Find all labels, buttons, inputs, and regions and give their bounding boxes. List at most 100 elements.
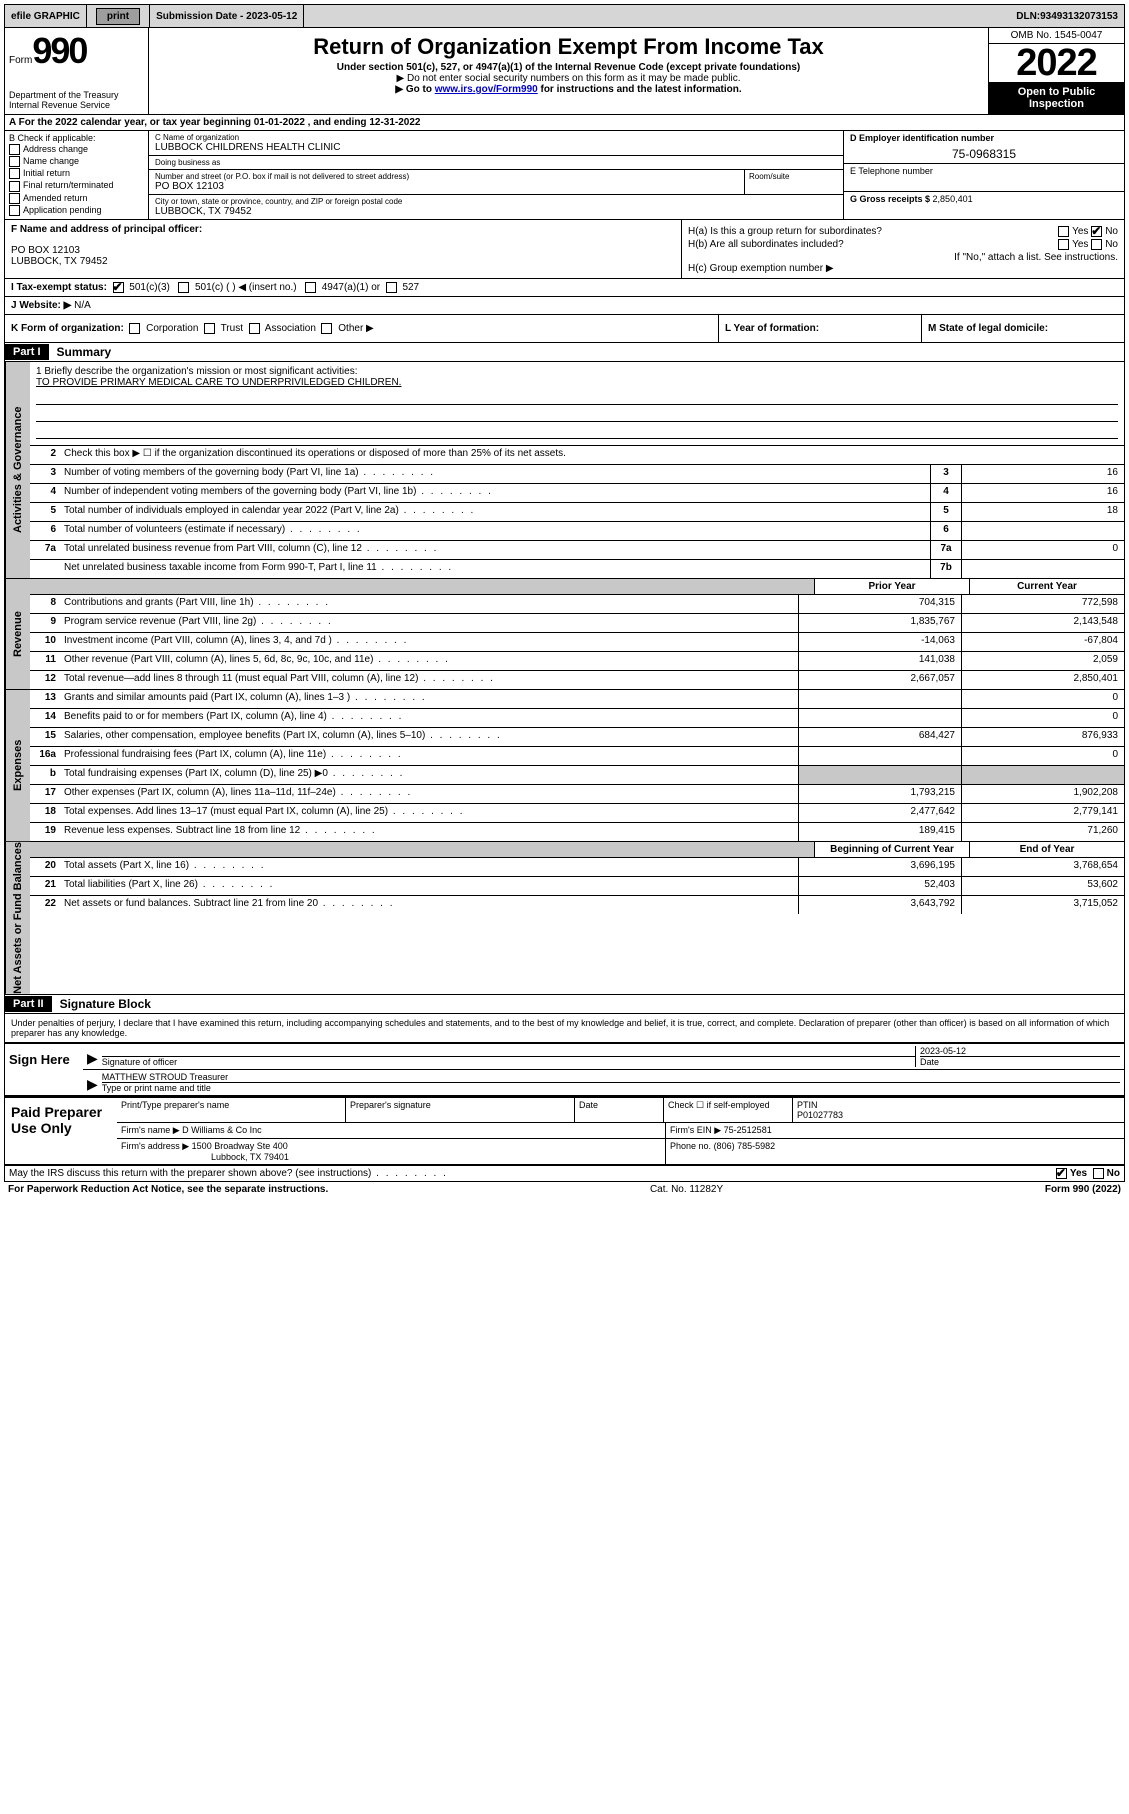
chk-501c[interactable]: [178, 282, 189, 293]
chk-4947[interactable]: [305, 282, 316, 293]
irs-label: Internal Revenue Service: [9, 100, 144, 110]
mission-box: 1 Briefly describe the organization's mi…: [30, 362, 1124, 446]
section-klm: K Form of organization: Corporation Trus…: [4, 315, 1125, 343]
part1-header-row: Part I Summary: [4, 343, 1125, 362]
ein-value: 75-0968315: [850, 147, 1118, 161]
summary-line: 8Contributions and grants (Part VIII, li…: [30, 595, 1124, 614]
phone-value: (806) 785-5982: [714, 1141, 776, 1151]
sign-here-label: Sign Here: [5, 1044, 83, 1095]
chk-501c3[interactable]: [113, 282, 124, 293]
part2-title: Signature Block: [52, 995, 159, 1013]
net-header: Beginning of Current Year End of Year: [30, 842, 1124, 858]
ha-no[interactable]: [1091, 226, 1102, 237]
summary-line: 7aTotal unrelated business revenue from …: [30, 541, 1124, 560]
efile-label: efile GRAPHIC: [5, 5, 87, 27]
col-b-checkboxes: B Check if applicable: Address change Na…: [5, 131, 149, 219]
date-label: Date: [920, 1056, 1120, 1067]
tab-revenue: Revenue: [5, 579, 30, 689]
rev-header: Prior Year Current Year: [30, 579, 1124, 595]
self-emp-check[interactable]: Check ☐ if self-employed: [664, 1098, 793, 1122]
revenue-block: Revenue Prior Year Current Year 8Contrib…: [4, 579, 1125, 690]
hb-no[interactable]: [1091, 239, 1102, 250]
summary-line: 14Benefits paid to or for members (Part …: [30, 709, 1124, 728]
summary-line: 21Total liabilities (Part X, line 26)52,…: [30, 877, 1124, 896]
chk-amended-return[interactable]: Amended return: [9, 193, 144, 204]
mission-label: 1 Briefly describe the organization's mi…: [36, 366, 1118, 377]
summary-line: 13Grants and similar amounts paid (Part …: [30, 690, 1124, 709]
chk-other[interactable]: [321, 323, 332, 334]
chk-name-change[interactable]: Name change: [9, 156, 144, 167]
discuss-no[interactable]: [1093, 1168, 1104, 1179]
preparer-block: Paid Preparer Use Only Print/Type prepar…: [4, 1096, 1125, 1166]
col-f-officer: F Name and address of principal officer:…: [5, 220, 682, 278]
summary-line: 15Salaries, other compensation, employee…: [30, 728, 1124, 747]
section-bcde: B Check if applicable: Address change Na…: [4, 131, 1125, 220]
k-form-of-org: K Form of organization: Corporation Trus…: [5, 315, 719, 342]
col-h-group: H(a) Is this a group return for subordin…: [682, 220, 1124, 278]
top-toolbar: efile GRAPHIC print Submission Date - 20…: [4, 4, 1125, 28]
year-block: OMB No. 1545-0047 2022 Open to Public In…: [988, 28, 1124, 114]
summary-line: 11Other revenue (Part VIII, column (A), …: [30, 652, 1124, 671]
tab-netassets: Net Assets or Fund Balances: [5, 842, 30, 994]
prep-sig-label: Preparer's signature: [346, 1098, 575, 1122]
chk-trust[interactable]: [204, 323, 215, 334]
firm-ein: 75-2512581: [724, 1125, 772, 1135]
firm-name: D Williams & Co Inc: [182, 1125, 262, 1135]
may-discuss-label: May the IRS discuss this return with the…: [9, 1168, 1056, 1179]
form-note-1: ▶ Do not enter social security numbers o…: [153, 73, 984, 84]
officer-label: Type or print name and title: [102, 1082, 1120, 1093]
org-city: LUBBOCK, TX 79452: [155, 206, 837, 217]
chk-application-pending[interactable]: Application pending: [9, 205, 144, 216]
firm-addr2: Lubbock, TX 79401: [121, 1152, 661, 1162]
section-fh: F Name and address of principal officer:…: [4, 220, 1125, 279]
part2-header-row: Part II Signature Block: [4, 995, 1125, 1014]
org-address: PO BOX 12103: [155, 181, 738, 192]
officer-addr2: LUBBOCK, TX 79452: [11, 256, 675, 267]
city-label: City or town, state or province, country…: [155, 197, 837, 206]
b-label: B Check if applicable:: [9, 133, 144, 143]
ptin-value: P01027783: [797, 1110, 843, 1120]
tab-governance: Activities & Governance: [5, 362, 30, 578]
summary-line: Net unrelated business taxable income fr…: [30, 560, 1124, 578]
chk-527[interactable]: [386, 282, 397, 293]
print-button[interactable]: print: [87, 5, 150, 27]
chk-address-change[interactable]: Address change: [9, 144, 144, 155]
summary-line: 19Revenue less expenses. Subtract line 1…: [30, 823, 1124, 841]
summary-line: 5Total number of individuals employed in…: [30, 503, 1124, 522]
chk-corp[interactable]: [129, 323, 140, 334]
dln: DLN: 93493132073153: [1010, 5, 1124, 27]
open-public-badge: Open to Public Inspection: [989, 82, 1124, 114]
summary-line: 22Net assets or fund balances. Subtract …: [30, 896, 1124, 914]
governance-block: Activities & Governance 1 Briefly descri…: [4, 362, 1125, 579]
summary-line: 12Total revenue—add lines 8 through 11 (…: [30, 671, 1124, 689]
hb-yes[interactable]: [1058, 239, 1069, 250]
tax-year: 2022: [989, 44, 1124, 82]
website-value: N/A: [74, 300, 91, 311]
part2-badge: Part II: [5, 996, 52, 1012]
prep-name-label: Print/Type preparer's name: [117, 1098, 346, 1122]
chk-assoc[interactable]: [249, 323, 260, 334]
officer-label: F Name and address of principal officer:: [11, 224, 675, 235]
chk-initial-return[interactable]: Initial return: [9, 168, 144, 179]
part1-title: Summary: [49, 343, 120, 361]
officer-name: MATTHEW STROUD Treasurer: [102, 1072, 1120, 1082]
form-title: Return of Organization Exempt From Incom…: [153, 34, 984, 60]
instructions-link[interactable]: www.irs.gov/Form990: [435, 84, 538, 95]
submission-date: Submission Date - 2023-05-12: [150, 5, 304, 27]
h-c-label: H(c) Group exemption number ▶: [688, 263, 1118, 274]
expenses-block: Expenses 13Grants and similar amounts pa…: [4, 690, 1125, 842]
discuss-yes[interactable]: [1056, 1168, 1067, 1179]
ha-yes[interactable]: [1058, 226, 1069, 237]
form-note-2: ▶ Go to www.irs.gov/Form990 for instruct…: [153, 84, 984, 95]
section-j: J Website: ▶ N/A: [4, 297, 1125, 315]
summary-line: 9Program service revenue (Part VIII, lin…: [30, 614, 1124, 633]
summary-line: 3Number of voting members of the governi…: [30, 465, 1124, 484]
form-id-block: Form990 Department of the Treasury Inter…: [5, 28, 149, 114]
form-prefix: Form: [9, 55, 32, 66]
org-name-label: C Name of organization: [155, 133, 837, 142]
chk-final-return[interactable]: Final return/terminated: [9, 180, 144, 191]
row-a-tax-year: A For the 2022 calendar year, or tax yea…: [4, 115, 1125, 131]
arrow-icon: ▶: [87, 1050, 98, 1067]
hdr-begin: Beginning of Current Year: [814, 842, 969, 857]
firm-addr-label: Firm's address ▶: [121, 1141, 189, 1151]
